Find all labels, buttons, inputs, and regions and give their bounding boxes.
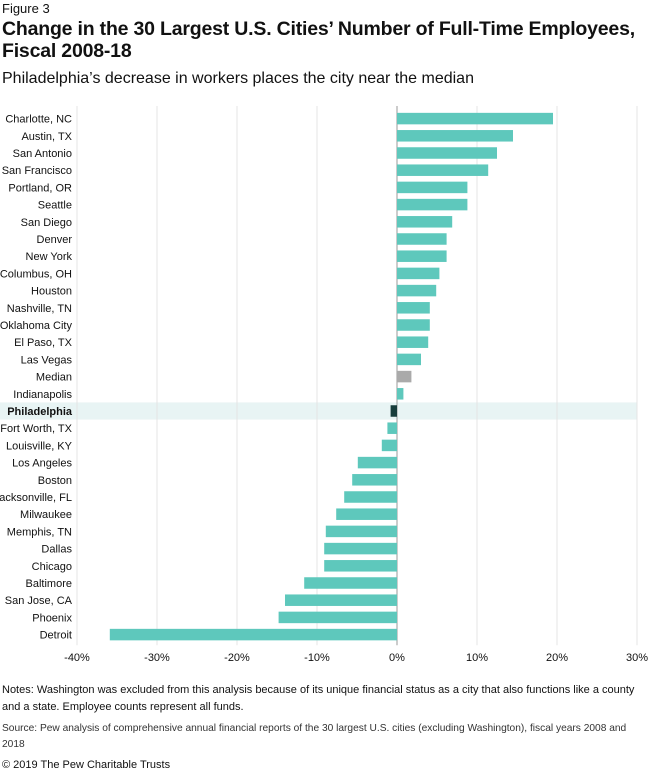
bar-los-angeles bbox=[357, 456, 397, 469]
bar-charlotte-nc bbox=[397, 112, 553, 125]
bar-chicago bbox=[324, 560, 397, 572]
category-label: Charlotte, NC bbox=[5, 114, 72, 126]
category-label: Philadelphia bbox=[7, 406, 73, 418]
bar-phoenix bbox=[278, 611, 397, 624]
category-label: Median bbox=[36, 372, 72, 384]
category-label: Seattle bbox=[38, 200, 72, 212]
bar-chart: Charlotte, NC Austin, TX San Antonio San Fr… bbox=[0, 106, 648, 664]
bar-oklahoma-city bbox=[397, 319, 430, 331]
x-tick-label: -30% bbox=[144, 652, 170, 664]
category-label: San Francisco bbox=[2, 165, 72, 177]
category-label: Boston bbox=[38, 475, 72, 487]
category-label: Milwaukee bbox=[20, 509, 72, 521]
bar-san-diego bbox=[397, 216, 453, 228]
category-label: San Diego bbox=[21, 217, 72, 229]
category-label: Louisville, KY bbox=[6, 440, 73, 452]
category-label: Phoenix bbox=[32, 612, 72, 624]
category-label: Nashville, TN bbox=[7, 303, 72, 315]
bar-seattle bbox=[397, 198, 468, 211]
x-tick-label: 30% bbox=[626, 652, 648, 664]
bar-san-francisco bbox=[397, 164, 489, 176]
x-tick-label: 10% bbox=[466, 652, 488, 664]
category-label: Memphis, TN bbox=[7, 526, 72, 538]
bar-san-antonio bbox=[397, 147, 497, 159]
bar-layer bbox=[109, 112, 553, 641]
chart-title: Change in the 30 Largest U.S. Cities’ Nu… bbox=[2, 18, 635, 62]
bar-indianapolis bbox=[397, 388, 404, 400]
category-label: Las Vegas bbox=[21, 354, 73, 366]
category-label: Los Angeles bbox=[12, 458, 72, 470]
category-label: Dallas bbox=[41, 544, 72, 556]
category-label: Indianapolis bbox=[13, 389, 72, 401]
chart-subtitle: Philadelphia’s decrease in workers place… bbox=[2, 70, 474, 87]
tick-label-layer: -40% -30% -20% -10% 0% 10% 20% 30% bbox=[64, 652, 648, 664]
chart-source: Source: Pew analysis of comprehensive an… bbox=[2, 723, 627, 750]
category-label: Columbus, OH bbox=[0, 268, 72, 280]
bar-detroit bbox=[109, 628, 398, 641]
category-label: San Jose, CA bbox=[5, 595, 73, 607]
bar-milwaukee bbox=[336, 508, 397, 520]
category-label: El Paso, TX bbox=[14, 337, 73, 349]
category-label: Austin, TX bbox=[21, 131, 72, 143]
category-label: Jacksonville, FL bbox=[0, 492, 72, 504]
bar-austin-tx bbox=[397, 130, 513, 142]
category-label-layer: Charlotte, NC Austin, TX San Antonio San Fr… bbox=[0, 114, 73, 642]
category-label: Detroit bbox=[40, 630, 72, 642]
bar-philadelphia bbox=[390, 405, 397, 417]
bar-memphis-tn bbox=[325, 525, 397, 538]
category-label: Baltimore bbox=[26, 578, 72, 590]
copyright: © 2019 The Pew Charitable Trusts bbox=[2, 759, 171, 771]
category-label: Chicago bbox=[32, 561, 72, 573]
x-tick-label: -10% bbox=[304, 652, 330, 664]
bar-jacksonville-fl bbox=[344, 491, 397, 503]
category-label: Denver bbox=[37, 234, 73, 246]
bar-san-jose-ca bbox=[285, 594, 397, 606]
bar-fort-worth-tx bbox=[387, 422, 397, 434]
bar-denver bbox=[397, 233, 447, 245]
bar-columbus-oh bbox=[397, 267, 440, 280]
bar-nashville-tn bbox=[397, 302, 430, 314]
category-label: New York bbox=[26, 251, 73, 263]
bar-louisville-ky bbox=[381, 439, 397, 452]
bar-portland-or bbox=[397, 181, 468, 194]
bar-baltimore bbox=[304, 577, 397, 589]
bar-new-york bbox=[397, 250, 447, 262]
x-tick-label: -40% bbox=[64, 652, 90, 664]
figure-label: Figure 3 bbox=[2, 1, 50, 16]
bar-el-paso-tx bbox=[397, 336, 429, 348]
x-tick-label: -20% bbox=[224, 652, 250, 664]
bar-las-vegas bbox=[397, 353, 421, 366]
bar-median bbox=[397, 370, 412, 383]
x-tick-label: 20% bbox=[546, 652, 568, 664]
x-tick-label: 0% bbox=[389, 652, 405, 664]
bar-dallas bbox=[324, 542, 397, 555]
chart-notes: Notes: Washington was excluded from this… bbox=[2, 684, 635, 713]
category-label: Houston bbox=[31, 286, 72, 298]
category-label: Fort Worth, TX bbox=[0, 423, 72, 435]
highlight-band-layer bbox=[0, 402, 637, 420]
highlight-band bbox=[0, 402, 637, 420]
bar-houston bbox=[397, 284, 437, 297]
category-label: Oklahoma City bbox=[0, 320, 72, 332]
bar-boston bbox=[352, 474, 397, 486]
category-label: San Antonio bbox=[13, 148, 72, 160]
category-label: Portland, OR bbox=[8, 182, 72, 194]
